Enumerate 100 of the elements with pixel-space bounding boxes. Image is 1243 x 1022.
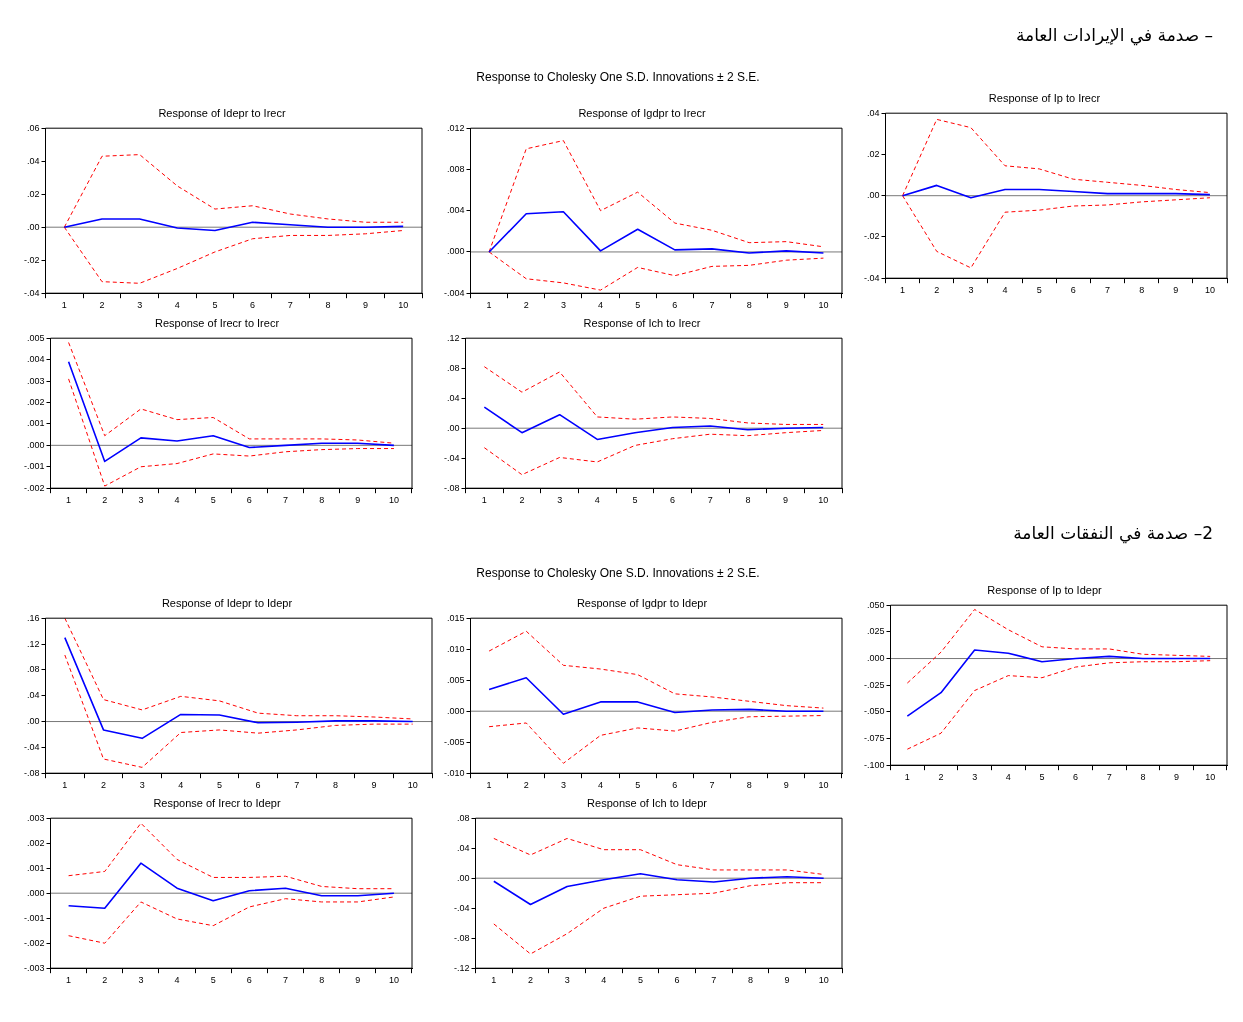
line-series: [906, 660, 1211, 750]
y-tick-label: .004: [26, 354, 45, 365]
y-tick-label: -.04: [453, 902, 470, 913]
x-tick-label: 5: [632, 495, 638, 506]
x-tick-label: 9: [1174, 772, 1180, 783]
y-tick-label: -.04: [23, 287, 40, 298]
y-tick-label: .002: [26, 396, 45, 407]
text: – صدمة في الإيرادات العامة: [1015, 25, 1213, 45]
y-tick-label: .001: [26, 418, 45, 429]
y-tick-label: .08: [456, 812, 470, 823]
x-tick-label: 9: [1173, 285, 1179, 296]
x-tick-label: 2: [938, 772, 944, 783]
x-tick-label: 7: [709, 300, 715, 311]
x-tick-label: 5: [1036, 285, 1042, 296]
x-tick-label: 2: [102, 495, 108, 506]
x-tick-label: 9: [363, 300, 369, 311]
y-tick-label: -.04: [863, 272, 880, 283]
y-tick-label: -.08: [453, 932, 470, 943]
x-tick-label: 1: [486, 780, 492, 791]
x-tick-label: 10: [398, 300, 409, 311]
y-tick-label: .02: [26, 188, 40, 199]
x-tick-label: 7: [709, 780, 715, 791]
x-tick-label: 10: [818, 300, 829, 311]
x-tick-label: 3: [560, 300, 566, 311]
line-series: [483, 366, 824, 425]
x-tick-label: 3: [138, 495, 144, 506]
x-tick-label: 6: [246, 495, 252, 506]
x-tick-label: 8: [746, 780, 752, 791]
y-tick-label: .000: [446, 246, 465, 257]
x-tick-label: 8: [745, 495, 751, 506]
chart-title: Response of Idepr to Irecr: [158, 106, 286, 119]
x-tick-label: 2: [99, 300, 105, 311]
x-tick-label: 4: [594, 495, 600, 506]
y-tick-label: .00: [26, 716, 40, 727]
x-tick-label: 7: [282, 975, 288, 986]
y-tick-label: -.050: [864, 706, 885, 717]
x-tick-label: 2: [527, 975, 533, 986]
x-tick-label: 4: [601, 975, 607, 986]
x-tick-label: 5: [637, 975, 643, 986]
x-tick-label: 3: [968, 285, 974, 296]
x-tick-label: 1: [66, 495, 72, 506]
y-tick-label: -.04: [23, 741, 40, 752]
y-tick-label: .004: [446, 205, 465, 216]
y-tick-label: -.025: [864, 679, 885, 690]
x-tick-label: 7: [1106, 772, 1112, 783]
y-tick-label: .025: [866, 626, 885, 637]
y-tick-label: -.08: [23, 767, 40, 778]
x-tick-label: 5: [1039, 772, 1045, 783]
x-tick-label: 1: [900, 285, 906, 296]
x-tick-label: 10: [388, 975, 399, 986]
x-tick-label: 8: [1139, 285, 1145, 296]
y-tick-label: .001: [26, 862, 45, 873]
line-series: [906, 608, 1211, 684]
chart-title: Response of Ip to Irecr: [988, 91, 1101, 104]
x-tick-label: 9: [784, 975, 790, 986]
x-tick-label: 4: [174, 300, 180, 311]
chart-title: Response of Igdpr to Irecr: [578, 106, 706, 119]
x-tick-label: 1: [62, 780, 68, 791]
x-tick-label: 2: [523, 300, 529, 311]
y-tick-label: .12: [446, 332, 460, 343]
x-tick-label: 8: [319, 495, 325, 506]
x-tick-label: 4: [174, 975, 180, 986]
y-tick-label: .04: [26, 690, 40, 701]
y-tick-label: -.08: [443, 482, 460, 493]
y-tick-label: -.04: [443, 452, 460, 463]
y-tick-label: .000: [26, 439, 45, 450]
y-tick-label: .050: [866, 599, 885, 610]
x-tick-label: 8: [332, 780, 338, 791]
y-tick-label: -.005: [444, 736, 465, 747]
y-tick-label: .02: [866, 148, 880, 159]
chart-title: Response of Igdpr to Idepr: [576, 596, 708, 609]
chart-title: Response of Irecr to Idepr: [153, 796, 281, 809]
x-tick-label: 3: [560, 780, 566, 791]
x-tick-label: 9: [355, 495, 361, 506]
x-tick-label: 2: [102, 975, 108, 986]
x-tick-label: 10: [818, 780, 829, 791]
x-tick-label: 7: [287, 300, 293, 311]
x-tick-label: 6: [1073, 772, 1079, 783]
y-tick-label: .16: [26, 612, 40, 623]
x-tick-label: 3: [138, 975, 144, 986]
y-tick-label: .003: [26, 812, 45, 823]
y-tick-label: -.001: [24, 912, 45, 923]
x-tick-label: 5: [210, 975, 216, 986]
y-tick-label: .012: [446, 122, 465, 133]
y-tick-label: .003: [26, 375, 45, 386]
x-tick-label: 5: [210, 495, 216, 506]
x-tick-label: 9: [371, 780, 377, 791]
x-tick-label: 3: [557, 495, 563, 506]
x-tick-label: 4: [1002, 285, 1008, 296]
y-tick-label: .002: [26, 837, 45, 848]
line-series: [488, 715, 824, 764]
x-tick-label: 6: [255, 780, 261, 791]
x-tick-label: 4: [598, 300, 604, 311]
y-tick-label: .015: [446, 612, 465, 623]
y-tick-label: .008: [446, 163, 465, 174]
y-tick-label: .04: [866, 107, 880, 118]
x-tick-label: 6: [670, 495, 676, 506]
x-tick-label: 10: [818, 975, 829, 986]
y-tick-label: .08: [26, 664, 40, 675]
x-tick-label: 6: [246, 975, 252, 986]
